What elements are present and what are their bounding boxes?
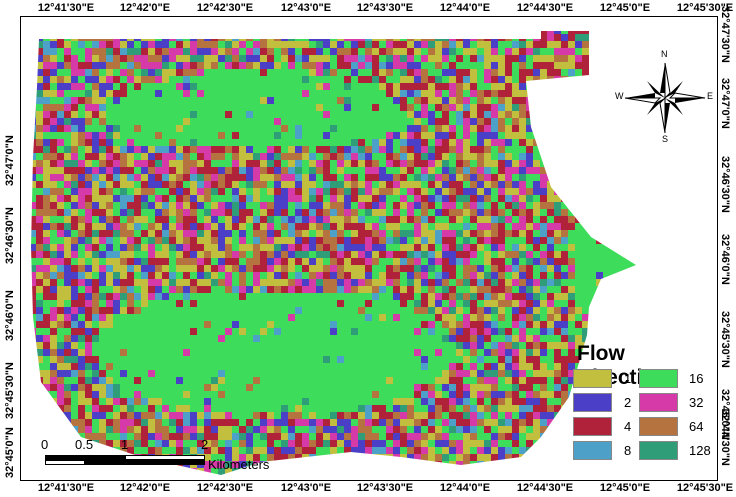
longitude-label-bottom: 12°45'30"E bbox=[676, 482, 734, 494]
latitude-label-right: 32°46'0"N bbox=[719, 234, 731, 285]
legend-label-32: 32 bbox=[689, 395, 704, 410]
latitude-label-right: 32°46'30"N bbox=[719, 156, 731, 213]
longitude-label-top: 12°45'0"E bbox=[599, 2, 651, 14]
scale-segment bbox=[125, 455, 205, 460]
longitude-label-top: 12°44'0"E bbox=[439, 2, 491, 14]
scale-segment bbox=[125, 460, 205, 465]
legend-label-4: 4 bbox=[624, 419, 632, 434]
latitude-label-left: 32°46'0"N bbox=[4, 290, 16, 341]
scale-label-0-5: 0.5 bbox=[75, 437, 94, 452]
legend-label-64: 64 bbox=[689, 419, 704, 434]
longitude-label-bottom: 12°44'30"E bbox=[516, 482, 574, 494]
legend-swatch-16 bbox=[639, 369, 678, 388]
legend-swatch-8 bbox=[573, 441, 612, 460]
raster-cells bbox=[31, 31, 636, 475]
longitude-label-top: 12°42'0"E bbox=[119, 2, 171, 14]
legend-swatch-32 bbox=[639, 393, 678, 412]
latitude-label-right: 32°45'30"N bbox=[719, 311, 731, 368]
scale-segment bbox=[45, 460, 85, 465]
longitude-label-top: 12°41'30"E bbox=[37, 2, 95, 14]
legend-label-128: 128 bbox=[689, 443, 711, 458]
legend-swatch-64 bbox=[639, 417, 678, 436]
longitude-label-top: 12°45'30"E bbox=[676, 2, 734, 14]
legend-label-1: 1 bbox=[624, 371, 632, 386]
west-label: W bbox=[615, 91, 624, 101]
map-frame: N S W E Flow Direction 1 2 4 8 16 32 64 128 0 0… bbox=[20, 16, 718, 481]
north-label: N bbox=[661, 49, 668, 59]
legend-swatch-128 bbox=[639, 441, 678, 460]
scale-label-0: 0 bbox=[41, 437, 49, 452]
south-label: S bbox=[662, 134, 669, 144]
legend-label-2: 2 bbox=[624, 395, 632, 410]
longitude-label-bottom: 12°44'0"E bbox=[439, 482, 491, 494]
longitude-label-bottom: 12°43'30"E bbox=[356, 482, 414, 494]
legend-swatch-4 bbox=[573, 417, 612, 436]
legend-label-16: 16 bbox=[689, 371, 704, 386]
north-arrow: N S W E bbox=[615, 49, 715, 144]
scale-label-1: 1 bbox=[121, 437, 129, 452]
longitude-label-top: 12°43'0"E bbox=[280, 2, 332, 14]
longitude-label-bottom: 12°42'0"E bbox=[119, 482, 171, 494]
legend-swatch-1 bbox=[573, 369, 612, 388]
longitude-label-top: 12°43'30"E bbox=[356, 2, 414, 14]
latitude-label-left: 32°45'0"N bbox=[4, 427, 16, 478]
east-label: E bbox=[707, 91, 714, 101]
longitude-label-top: 12°42'30"E bbox=[196, 2, 254, 14]
latitude-label-left: 32°46'30"N bbox=[4, 207, 16, 264]
longitude-label-bottom: 12°43'0"E bbox=[280, 482, 332, 494]
latitude-label-right: 32°47'0"N bbox=[719, 78, 731, 129]
longitude-label-top: 12°44'30"E bbox=[516, 2, 574, 14]
scale-label-2: 2 bbox=[201, 437, 209, 452]
legend-swatch-2 bbox=[573, 393, 612, 412]
longitude-label-bottom: 12°42'30"E bbox=[196, 482, 254, 494]
longitude-label-bottom: 12°45'0"E bbox=[599, 482, 651, 494]
compass-icon bbox=[624, 62, 706, 134]
legend-label-8: 8 bbox=[624, 443, 632, 458]
scale-segment bbox=[85, 460, 125, 465]
scale-segment bbox=[45, 455, 125, 460]
flow-direction-raster bbox=[31, 31, 636, 475]
latitude-label-right: 32°47'30"N bbox=[719, 6, 731, 63]
longitude-label-bottom: 12°41'30"E bbox=[37, 482, 95, 494]
scale-unit: Kilometers bbox=[208, 457, 270, 472]
latitude-label-right: 32°44'30"N bbox=[719, 409, 731, 466]
scale-bar bbox=[45, 455, 205, 467]
latitude-label-left: 32°45'30"N bbox=[4, 362, 16, 419]
latitude-label-left: 32°47'0"N bbox=[4, 135, 16, 186]
